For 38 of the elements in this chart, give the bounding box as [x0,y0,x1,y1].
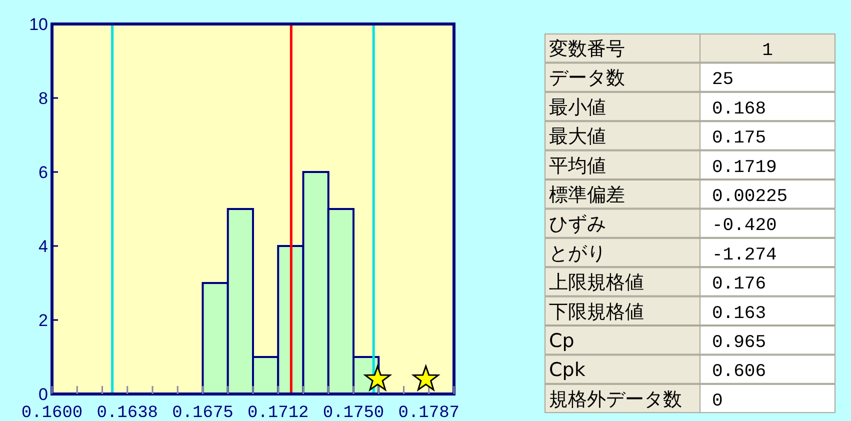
y-tick-label: 0 [38,385,48,404]
category-label: ひずみ [549,213,606,236]
x-tick-label: 0.1787 [398,404,460,421]
category-label: 下限規格値 [549,300,644,323]
text: 0.606 [712,362,766,382]
text: 0.168 [712,99,766,120]
category-label: Cpk [549,359,586,382]
category-label: データ数 [549,67,625,90]
x-tick-label: 0.1675 [172,404,234,421]
y-tick-label: 6 [38,163,48,182]
text: 0.965 [712,333,766,353]
y-tick-label: 10 [29,15,48,34]
text: 0.1719 [712,158,777,178]
category-label: 平均値 [549,154,606,177]
category-label: とがり [549,242,606,264]
text: 0.00225 [712,187,788,207]
category-label: Cp [549,330,574,352]
text: 0.175 [712,128,766,149]
x-tick-label: 0.1712 [248,404,309,421]
category-label: 最大値 [549,126,606,148]
y-tick-label: 4 [38,237,48,256]
y-tick-label: 8 [38,89,48,108]
category-label: 変数番号 [549,38,625,60]
y-tick-label: 2 [38,311,48,330]
text: 0.176 [712,274,766,295]
text: -1.274 [712,245,777,266]
text: 25 [712,70,734,90]
x-tick-label: 0.1600 [21,404,83,421]
text: -0.420 [712,216,777,236]
text: 0.163 [712,304,766,324]
text: 1 [762,41,773,61]
text: 0 [712,391,723,412]
x-tick-label: 0.1638 [96,404,158,421]
x-tick-label: 0.1750 [322,404,384,421]
category-label: 上限規格値 [549,272,644,294]
category-label: 規格外データ数 [549,388,682,410]
category-label: 標準偏差 [549,184,625,206]
category-label: 最小値 [549,96,606,118]
